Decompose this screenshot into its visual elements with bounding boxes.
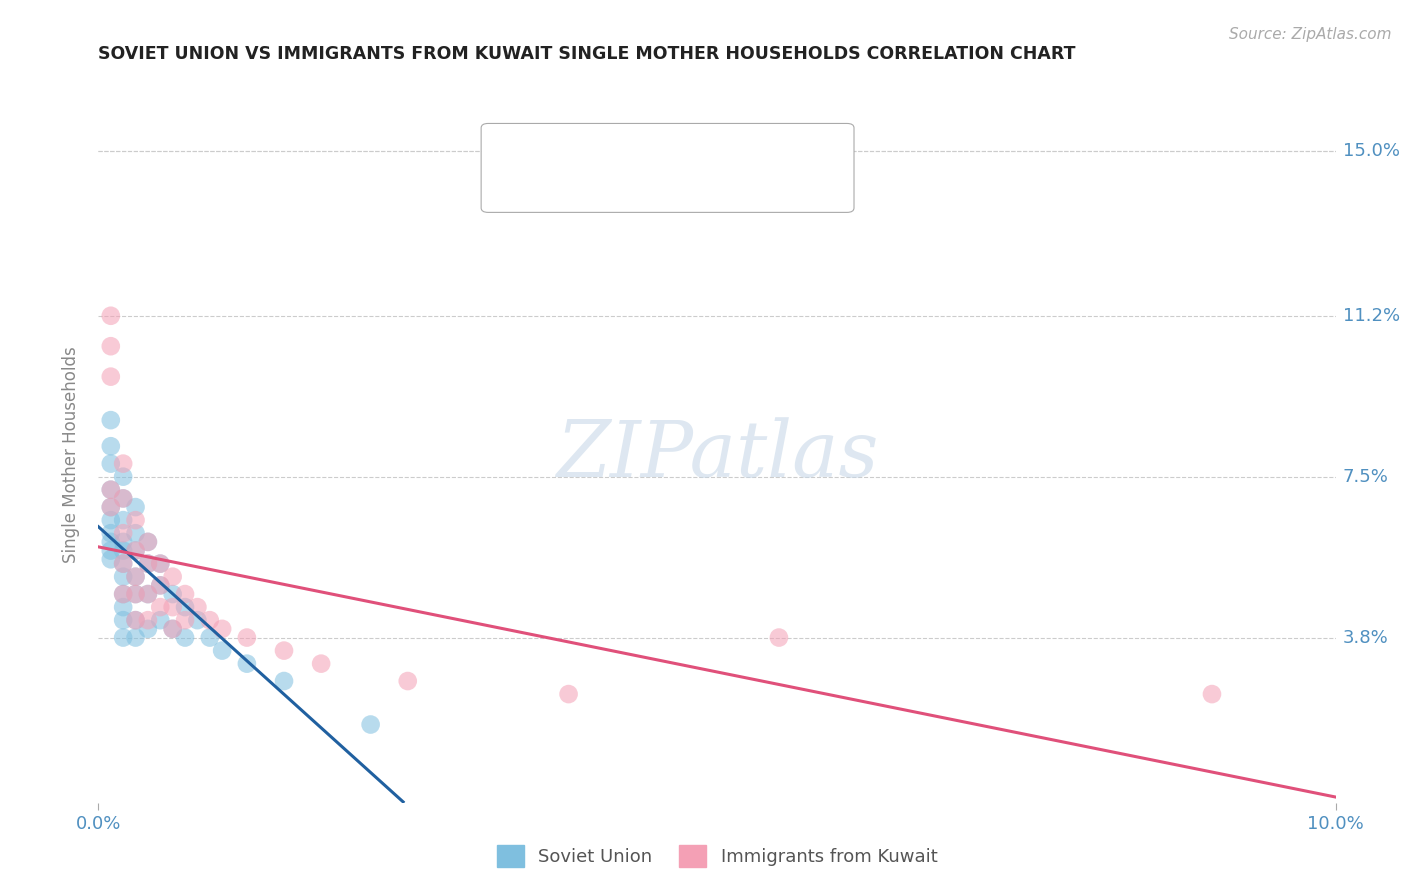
Point [136, 557, 159, 571]
Point [112, 631, 135, 645]
Point [309, 657, 332, 671]
Point [100, 483, 122, 497]
Point [100, 457, 122, 471]
Point [360, 717, 382, 731]
Point [186, 613, 208, 627]
Point [149, 600, 172, 615]
Text: 15.0%: 15.0% [1343, 142, 1400, 160]
Point [124, 513, 146, 527]
Point [112, 600, 135, 615]
Point [557, 687, 579, 701]
Point [112, 457, 135, 471]
Point [149, 613, 172, 627]
Point [100, 339, 122, 353]
Point [124, 587, 146, 601]
Point [112, 587, 135, 601]
Text: Source: ZipAtlas.com: Source: ZipAtlas.com [1229, 27, 1392, 42]
Point [112, 491, 135, 506]
Point [100, 309, 122, 323]
Point [136, 557, 159, 571]
Point [112, 469, 135, 483]
Point [124, 543, 146, 558]
Text: 3.8%: 3.8% [1343, 629, 1389, 647]
Text: SOVIET UNION VS IMMIGRANTS FROM KUWAIT SINGLE MOTHER HOUSEHOLDS CORRELATION CHAR: SOVIET UNION VS IMMIGRANTS FROM KUWAIT S… [98, 45, 1076, 62]
Point [149, 557, 172, 571]
Point [112, 513, 135, 527]
Point [124, 631, 146, 645]
Y-axis label: Single Mother Households: Single Mother Households [62, 347, 80, 563]
Point [124, 500, 146, 514]
Point [124, 543, 146, 558]
Point [136, 587, 159, 601]
Point [136, 535, 159, 549]
Point [124, 587, 146, 601]
Point [100, 526, 122, 541]
Point [100, 500, 122, 514]
Point [136, 622, 159, 636]
Point [149, 578, 172, 592]
Text: ■: ■ [502, 138, 524, 162]
Point [162, 570, 184, 584]
Point [273, 643, 295, 657]
Point [112, 613, 135, 627]
Point [124, 570, 146, 584]
Point [174, 600, 197, 615]
Point [396, 674, 419, 689]
Point [124, 613, 146, 627]
Point [112, 557, 135, 571]
Point [211, 622, 233, 636]
Point [112, 526, 135, 541]
Point [100, 439, 122, 453]
Point [149, 557, 172, 571]
Point [112, 570, 135, 584]
Point [100, 543, 122, 558]
Point [124, 570, 146, 584]
Point [112, 587, 135, 601]
Point [100, 413, 122, 427]
Point [136, 613, 159, 627]
Text: R = -0.198   N = 37: R = -0.198 N = 37 [533, 179, 696, 197]
Point [198, 613, 221, 627]
Point [136, 587, 159, 601]
Point [162, 600, 184, 615]
Text: 7.5%: 7.5% [1343, 467, 1389, 485]
Text: ■: ■ [502, 176, 524, 200]
Point [174, 631, 197, 645]
Point [186, 600, 208, 615]
Point [211, 643, 233, 657]
Point [236, 657, 259, 671]
Text: ZIPatlas: ZIPatlas [555, 417, 879, 493]
Point [100, 535, 122, 549]
Point [149, 578, 172, 592]
Point [124, 613, 146, 627]
Point [162, 622, 184, 636]
Point [112, 491, 135, 506]
Point [236, 631, 259, 645]
Point [174, 613, 197, 627]
Point [162, 622, 184, 636]
Point [136, 535, 159, 549]
Point [100, 513, 122, 527]
Point [100, 552, 122, 566]
Point [768, 631, 790, 645]
Point [124, 526, 146, 541]
Legend: Soviet Union, Immigrants from Kuwait: Soviet Union, Immigrants from Kuwait [489, 838, 945, 874]
Point [112, 535, 135, 549]
Point [100, 369, 122, 384]
Text: 11.2%: 11.2% [1343, 307, 1400, 325]
Point [1201, 687, 1223, 701]
Point [273, 674, 295, 689]
Point [100, 500, 122, 514]
Point [162, 587, 184, 601]
Point [112, 543, 135, 558]
Point [112, 557, 135, 571]
Point [174, 587, 197, 601]
Point [100, 483, 122, 497]
Text: R = -0.295   N = 45: R = -0.295 N = 45 [533, 141, 696, 160]
Point [198, 631, 221, 645]
